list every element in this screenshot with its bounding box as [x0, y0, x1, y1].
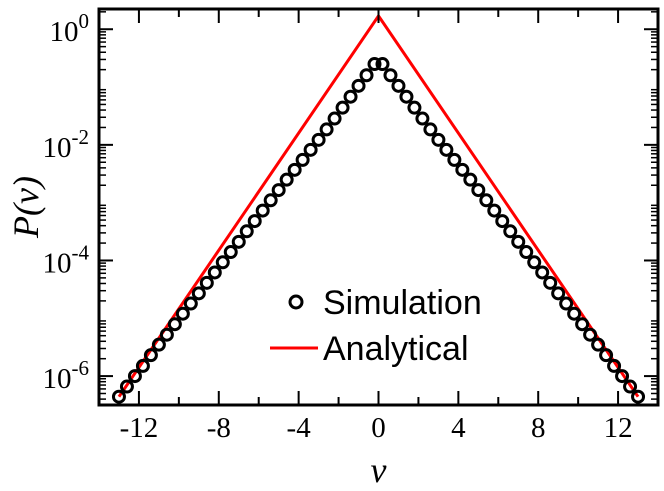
simulation-point: [615, 369, 630, 384]
simulation-point: [255, 203, 270, 218]
simulation-point: [247, 214, 262, 229]
simulation-point: [399, 89, 414, 104]
simulation-point: [231, 234, 246, 249]
simulation-point: [223, 245, 238, 260]
x-tick-label: 0: [371, 412, 386, 444]
y-tick-label: 10-4: [43, 240, 90, 279]
simulation-point: [471, 183, 486, 198]
y-axis-label: P(v): [6, 176, 46, 239]
x-tick-label: 12: [604, 412, 633, 444]
simulation-point: [207, 265, 222, 280]
simulation-point: [375, 57, 390, 72]
simulation-point: [119, 379, 134, 394]
simulation-point: [391, 78, 406, 93]
legend-marker-circle: [288, 294, 304, 310]
simulation-point: [463, 172, 478, 187]
simulation-point: [503, 224, 518, 239]
simulation-point: [575, 317, 590, 332]
y-tick-label: 10-6: [43, 356, 90, 395]
simulation-point: [583, 327, 598, 342]
simulation-point: [367, 57, 382, 72]
simulation-point: [591, 337, 606, 352]
series-layer: [111, 13, 646, 404]
simulation-point: [167, 317, 182, 332]
simulation-point: [519, 245, 534, 260]
x-tick-label: 8: [531, 412, 546, 444]
simulation-point: [295, 152, 310, 167]
legend-label-simulation: Simulation: [323, 284, 482, 322]
simulation-point: [215, 255, 230, 270]
simulation-point: [487, 203, 502, 218]
legend: Simulation Analytical: [270, 284, 482, 368]
simulation-point: [407, 100, 422, 115]
x-tick-label: -12: [120, 412, 159, 444]
simulation-point: [599, 348, 614, 363]
simulation-point: [319, 122, 334, 137]
y-tick-label: 100: [50, 9, 90, 48]
simulation-point: [271, 183, 286, 198]
simulation-point: [439, 142, 454, 157]
simulation-point: [359, 68, 374, 83]
simulation-point: [479, 193, 494, 208]
x-tick-label: -8: [207, 412, 231, 444]
simulation-point: [327, 111, 342, 126]
simulation-point: [135, 358, 150, 373]
simulation-point: [559, 296, 574, 311]
simulation-point: [191, 286, 206, 301]
x-axis-ticks: -12 -8 -4 0 4 8 12: [120, 9, 633, 444]
simulation-point: [511, 234, 526, 249]
simulation-point: [175, 306, 190, 321]
legend-entry-analytical: Analytical: [270, 330, 469, 368]
simulation-point: [183, 296, 198, 311]
legend-label-analytical: Analytical: [323, 330, 469, 368]
simulation-point: [495, 214, 510, 229]
simulation-point: [567, 306, 582, 321]
simulation-point: [239, 224, 254, 239]
simulation-point: [607, 358, 622, 373]
x-axis-label: v: [371, 450, 387, 490]
simulation-point: [415, 111, 430, 126]
simulation-point: [527, 255, 542, 270]
simulation-point: [159, 327, 174, 342]
simulation-point: [343, 89, 358, 104]
simulation-point: [311, 132, 326, 147]
plot-area: [111, 13, 646, 404]
x-tick-label: -4: [287, 412, 312, 444]
simulation-point: [303, 142, 318, 157]
simulation-point: [455, 162, 470, 177]
simulation-point: [143, 348, 158, 363]
simulation-point: [423, 122, 438, 137]
simulation-point: [111, 389, 126, 404]
simulation-point: [623, 379, 638, 394]
x-tick-label: 4: [451, 412, 466, 444]
simulation-point: [447, 152, 462, 167]
simulation-point: [543, 275, 558, 290]
simulation-point: [551, 286, 566, 301]
simulation-point: [263, 193, 278, 208]
legend-entry-simulation: Simulation: [288, 284, 482, 322]
simulation-point: [287, 162, 302, 177]
simulation-point: [535, 265, 550, 280]
simulation-point: [127, 369, 142, 384]
y-axis-ticks: 100 10-2 10-4 10-6: [43, 9, 658, 400]
simulation-point: [431, 132, 446, 147]
simulation-point: [151, 337, 166, 352]
simulation-point: [383, 68, 398, 83]
simulation-point: [279, 172, 294, 187]
y-tick-label: 10-2: [43, 125, 90, 164]
simulation-point: [631, 389, 646, 404]
simulation-point: [199, 275, 214, 290]
simulation-point: [351, 78, 366, 93]
simulation-point: [335, 100, 350, 115]
